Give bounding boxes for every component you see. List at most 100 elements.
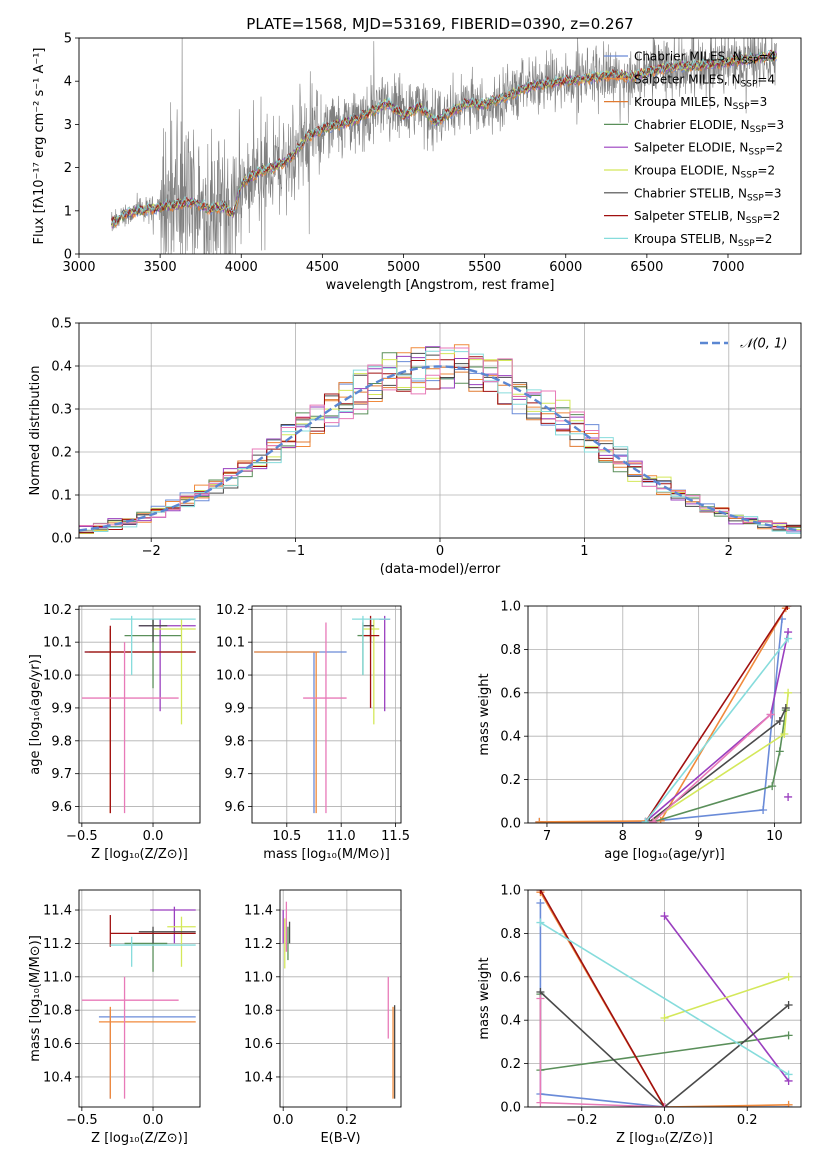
y-tick-label: 1.0 (500, 600, 521, 615)
y-tick-label: 11.4 (43, 904, 72, 919)
data-point (254, 651, 347, 814)
legend-label-sub: SSP (748, 148, 765, 158)
series-marker (536, 918, 545, 927)
legend-label: Kroupa MILES, NSSP=3 (634, 95, 767, 112)
panel-age_vs_Z: −0.5 0.0 9.6 9.7 9.8 9.9 10.0 10.1 10.2 Z [log₁₀(… (28, 603, 201, 862)
legend-label-tail: =2 (763, 209, 781, 223)
y-tick-label: 9.6 (51, 800, 72, 815)
series-line (539, 991, 790, 1107)
data-point (362, 615, 380, 708)
legend-label-main: Salpeter ELODIE, N (634, 141, 748, 155)
x-axis-label: wavelength [Angstrom, rest frame] (326, 278, 555, 293)
legend-label-sub: SSP (741, 171, 758, 181)
series (535, 615, 787, 823)
legend-label-sub: SSP (742, 57, 759, 67)
data-point (138, 926, 196, 944)
y-tick-label: 0.5 (51, 317, 72, 332)
x-tick-label: 0.0 (273, 1113, 294, 1128)
series-marker (775, 717, 784, 726)
y-axis-label: age [log₁₀(age/yr)] (28, 654, 43, 775)
x-axis-label: Z [log₁₀(Z/Z⊙)] (91, 1131, 188, 1146)
x-axis-label: (data-model)/error (380, 562, 501, 577)
y-tick-label: 0 (64, 248, 72, 263)
data-point (362, 619, 374, 643)
y-tick-label: 0.2 (51, 446, 72, 461)
y-tick-label: 4 (64, 75, 72, 90)
series-marker (535, 817, 544, 823)
x-tick-label: 3500 (144, 260, 177, 275)
series-marker (536, 994, 545, 1003)
y-tick-label: 0.4 (500, 1014, 521, 1029)
data-point (84, 625, 196, 814)
legend-label-tail: =4 (759, 50, 777, 64)
x-tick-label: −0.5 (66, 1113, 98, 1128)
legend-label: Salpeter MILES, NSSP=4 (634, 72, 775, 89)
legend-label-sub: SSP (738, 239, 755, 249)
axes-frame (527, 605, 802, 824)
series-line (539, 607, 787, 823)
plot-area (280, 890, 401, 1107)
axes-frame (251, 605, 402, 824)
y-tick-label: 10.2 (43, 603, 72, 618)
data-point (98, 1010, 196, 1099)
data-point (110, 615, 196, 676)
y-tick-label: 0.0 (500, 1101, 521, 1116)
x-axis-label: E(B-V) (320, 1131, 360, 1146)
legend-label-sub: SSP (747, 193, 764, 203)
series-marker (660, 1014, 669, 1023)
x-tick-label: 11.5 (381, 829, 410, 844)
data-point (81, 642, 179, 814)
histogram-step-line (79, 347, 801, 538)
x-tick-label: 7 (543, 829, 551, 844)
y-tick-label: 10.2 (216, 603, 245, 618)
legend-label-main: Chabrier STELIB, N (634, 186, 747, 200)
y-tick-label: 1.0 (500, 884, 521, 899)
series-marker (649, 817, 658, 823)
legend-label: Salpeter STELIB, NSSP=2 (634, 209, 780, 226)
x-tick-label: 5000 (387, 260, 420, 275)
data-point (124, 930, 168, 972)
x-tick-label: 7000 (711, 260, 744, 275)
y-tick-label: 11.2 (244, 937, 273, 952)
x-tick-label: 0.0 (654, 1113, 675, 1128)
y-tick-label: 1 (64, 204, 72, 219)
y-tick-label: 0.8 (500, 927, 521, 942)
series-marker (784, 634, 793, 643)
y-tick-label: 9.7 (51, 767, 72, 782)
x-tick-label: −0.5 (66, 829, 98, 844)
panel-spectrum: 3000 3500 4000 4500 5000 5500 6000 6500 7000 0 1 2 3… (32, 15, 802, 293)
legend-label: Chabrier ELODIE, NSSP=3 (634, 118, 784, 135)
panel-massweight_vs_Z: −0.2 0.0 0.2 0.0 0.2 0.4 0.6 0.8 1.0 Z [log₁₀(Z/Z… (477, 884, 802, 1146)
series-marker (784, 1100, 793, 1107)
x-tick-label: −2 (142, 544, 161, 559)
series-line (539, 890, 666, 1107)
y-tick-label: 0.6 (500, 970, 521, 985)
x-tick-label: 11.0 (327, 829, 356, 844)
series-marker (536, 890, 545, 894)
series-marker (775, 747, 784, 756)
axes-frame (279, 889, 402, 1108)
data-point (153, 619, 196, 725)
x-tick-label: 6000 (549, 260, 582, 275)
series (536, 918, 793, 1079)
data-point (254, 651, 320, 814)
y-tick-label: 10.8 (43, 1004, 72, 1019)
chart-title: PLATE=1568, MJD=53169, FIBERID=0390, z=0… (246, 15, 633, 33)
x-tick-label: 0.2 (737, 1113, 758, 1128)
y-axis-label: Normed distribution (28, 366, 43, 496)
y-tick-label: 2 (64, 161, 72, 176)
x-tick-label: 0.0 (143, 829, 164, 844)
observed-spectrum-line (111, 38, 777, 254)
plot-area (528, 890, 801, 1107)
y-tick-label: 10.0 (43, 669, 72, 684)
series-marker (759, 805, 768, 814)
data-point (138, 619, 196, 712)
data-point (352, 615, 391, 676)
legend-label-main: Salpeter STELIB, N (634, 209, 746, 223)
legend-label-sub: SSP (746, 216, 763, 226)
legend-label: Kroupa ELODIE, NSSP=2 (634, 164, 775, 181)
data-point (110, 936, 196, 967)
axes-frame (78, 37, 802, 255)
x-tick-label: 3000 (62, 260, 95, 275)
y-tick-label: 0.8 (500, 643, 521, 658)
